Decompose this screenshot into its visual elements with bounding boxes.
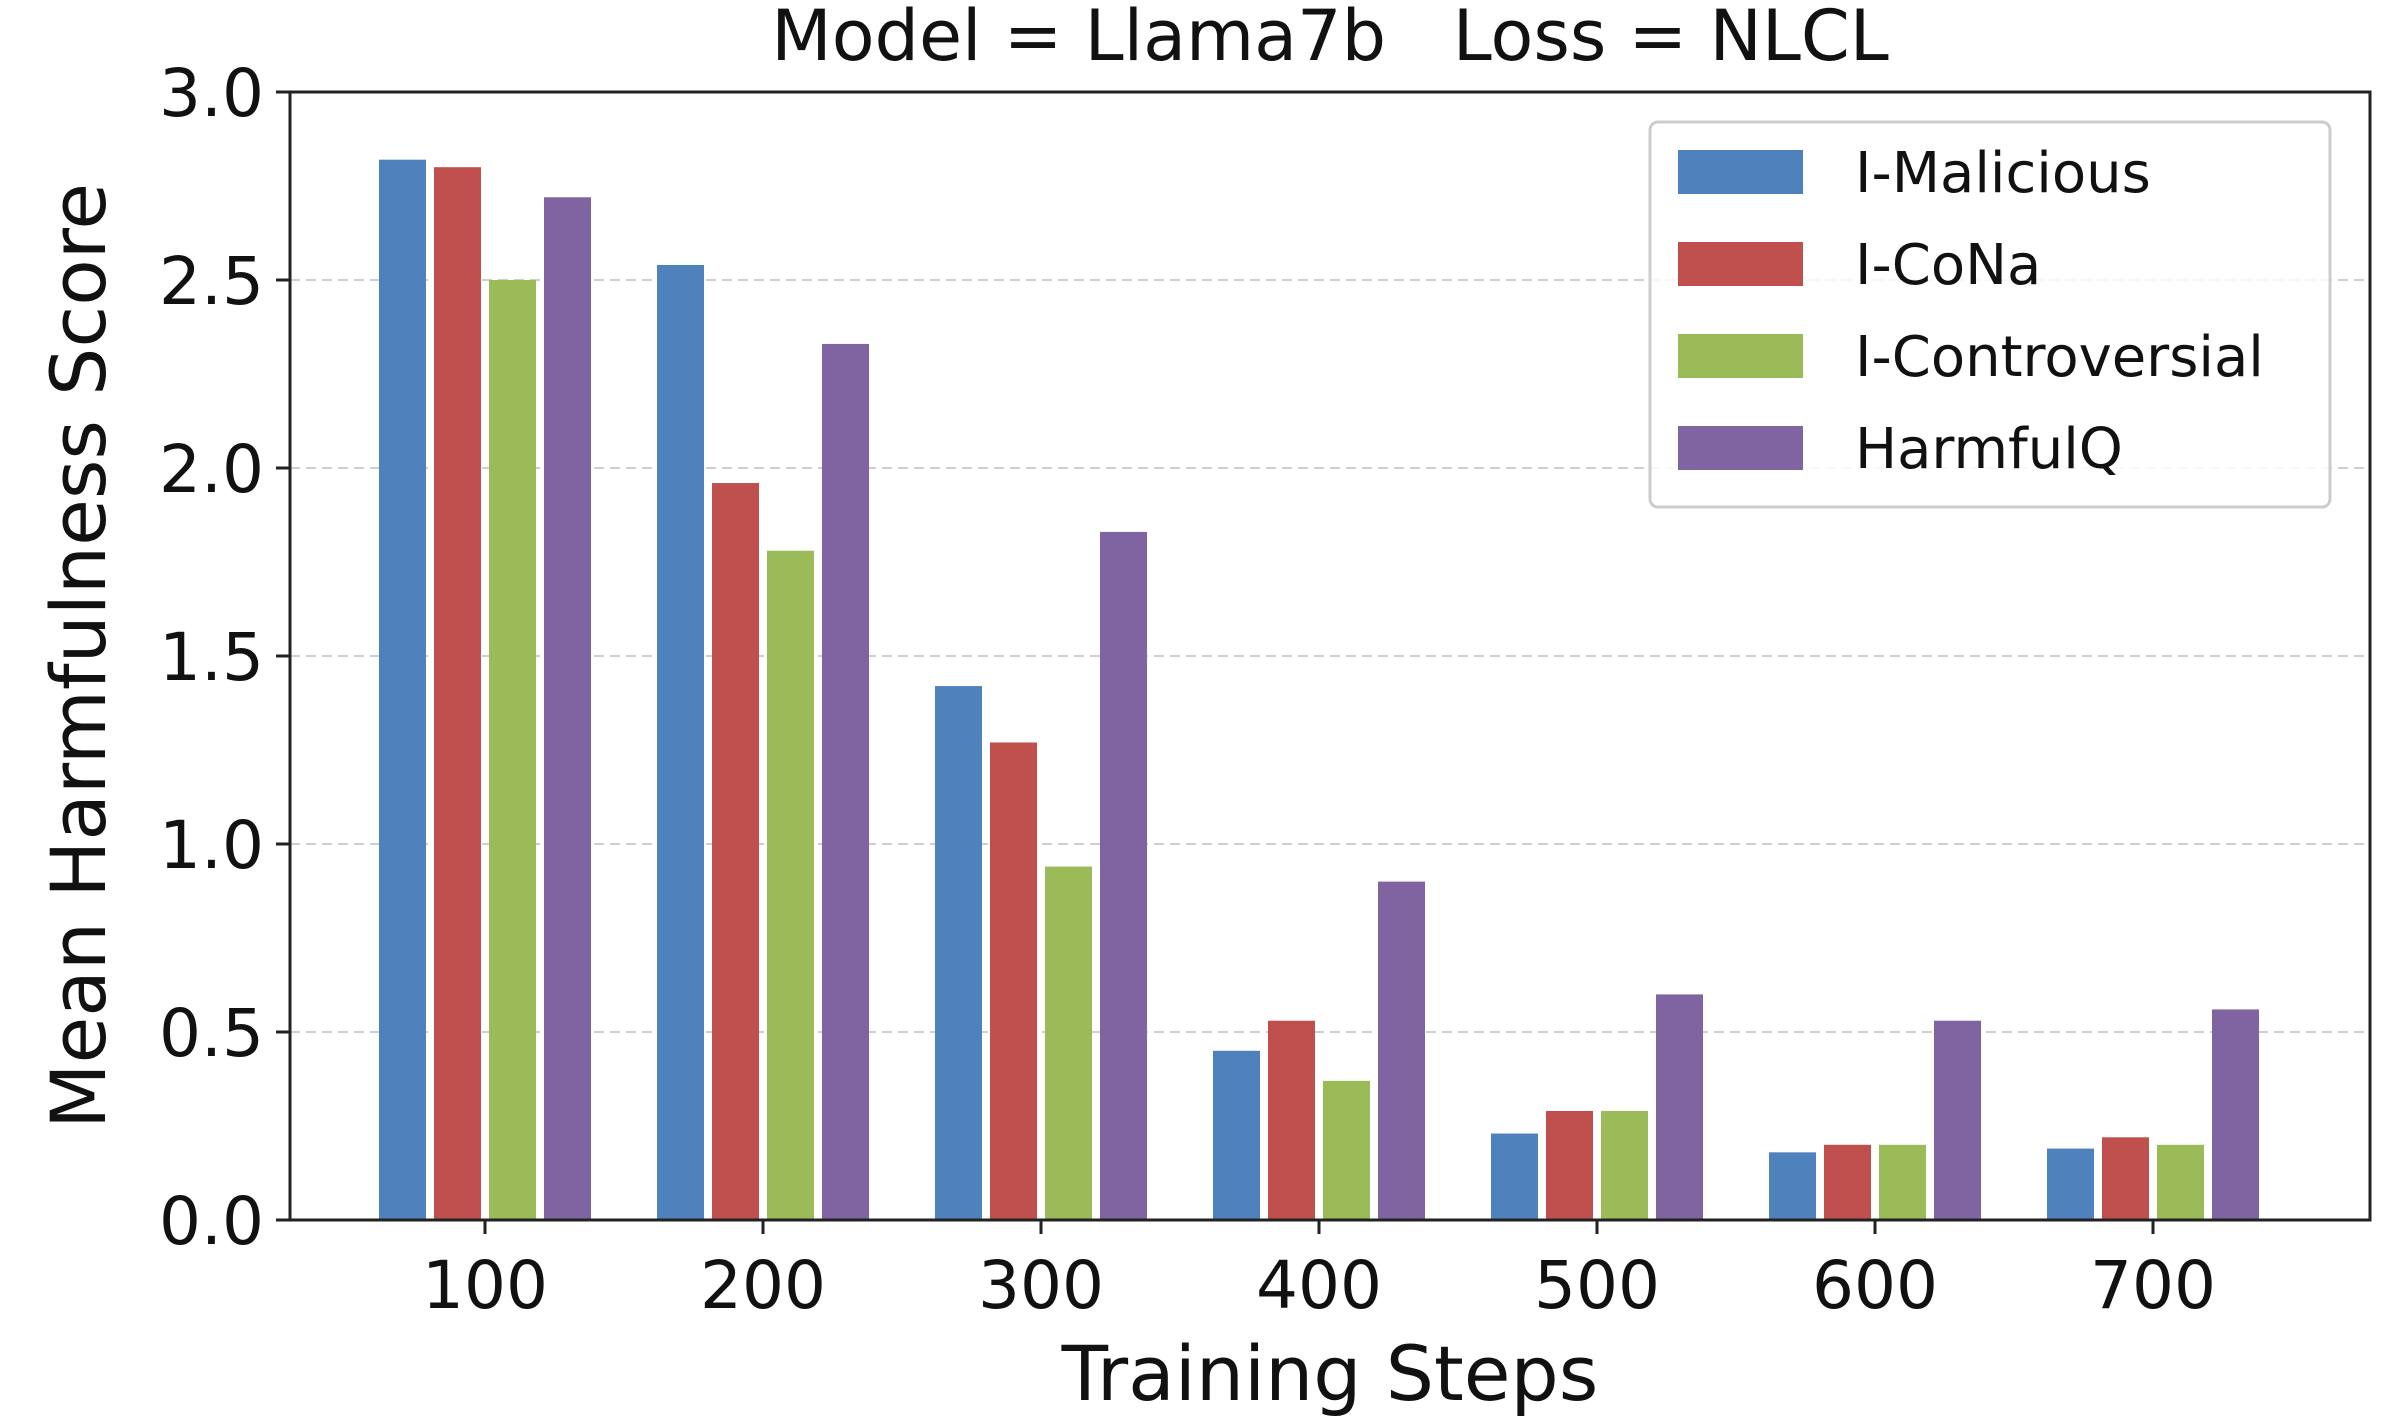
bar-i-malicious-300 [935,686,982,1220]
x-tick-label: 700 [2090,1247,2216,1324]
bar-i-controversial-300 [1045,866,1092,1220]
legend: I-Malicious I-CoNa I-Controversial HarmfulQ [1648,120,2332,509]
legend-swatch [1678,334,1803,378]
y-tick-label: 1.0 [159,807,264,884]
bar-harmfulq-100 [544,197,591,1220]
bar-i-controversial-700 [2157,1144,2204,1220]
bar-harmfulq-700 [2212,1009,2259,1220]
bar-i-controversial-500 [1601,1110,1648,1220]
bar-i-cona-600 [1824,1144,1871,1220]
y-tick-label: 2.0 [159,431,264,508]
bar-i-malicious-500 [1491,1133,1538,1220]
bar-i-malicious-400 [1213,1050,1260,1220]
legend-frame [1648,120,2332,509]
bar-i-malicious-700 [2047,1148,2094,1220]
legend-swatch [1678,150,1803,194]
y-tick-label: 3.0 [159,55,264,132]
y-tick-label: 0.0 [159,1183,264,1260]
chart-title: Model = Llama7b Loss = NLCL [771,0,1888,77]
bar-i-cona-500 [1546,1110,1593,1220]
legend-label: HarmfulQ [1855,417,2123,482]
legend-swatch [1678,242,1803,286]
bar-i-cona-700 [2102,1137,2149,1220]
x-axis-title: Training Steps [1061,1329,1599,1418]
bar-i-controversial-600 [1879,1144,1926,1220]
y-tick-label: 2.5 [159,243,264,320]
legend-label: I-CoNa [1855,233,2041,298]
bar-i-controversial-400 [1323,1080,1370,1220]
bar-i-cona-100 [434,167,481,1221]
bar-i-cona-300 [990,742,1037,1220]
legend-label: I-Malicious [1855,141,2151,206]
bar-i-cona-200 [712,483,759,1220]
bar-i-malicious-100 [379,159,426,1221]
y-axis-title: Mean Harmfulness Score [34,183,123,1129]
bar-i-controversial-100 [489,280,536,1220]
bar-i-cona-400 [1268,1020,1315,1220]
y-tick-label: 0.5 [159,995,264,1072]
legend-label: I-Controversial [1855,325,2264,390]
bar-i-malicious-600 [1769,1152,1816,1220]
bar-harmfulq-300 [1100,531,1147,1220]
x-tick-label: 300 [978,1247,1104,1324]
bar-harmfulq-500 [1656,994,1703,1220]
bar-harmfulq-400 [1378,881,1425,1220]
bar-harmfulq-200 [822,343,869,1220]
bar-i-malicious-200 [657,264,704,1221]
y-tick-label: 1.5 [159,619,264,696]
x-tick-label: 600 [1812,1247,1938,1324]
bar-i-controversial-200 [767,550,814,1220]
x-tick-label: 200 [700,1247,826,1324]
x-tick-label: 400 [1256,1247,1382,1324]
legend-swatch [1678,426,1803,470]
x-tick-label: 500 [1534,1247,1660,1324]
x-tick-label: 100 [422,1247,548,1324]
bar-harmfulq-600 [1934,1020,1981,1220]
